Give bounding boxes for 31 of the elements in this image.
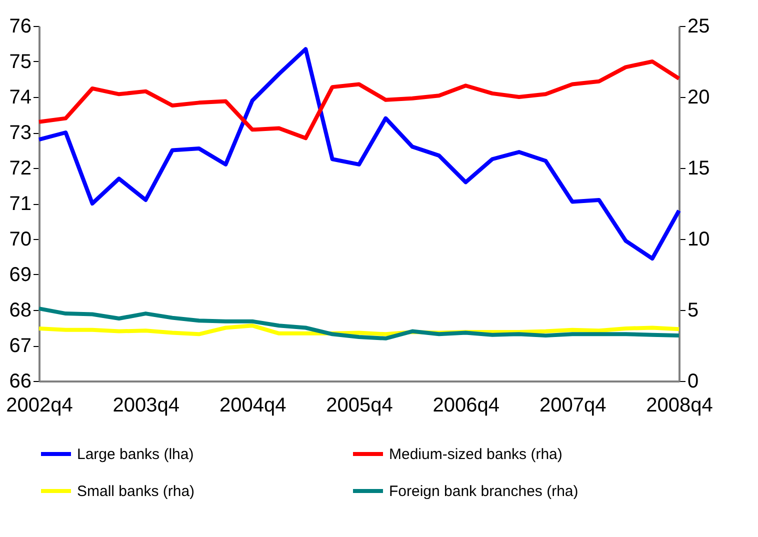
y-tick-label: 71 (9, 193, 32, 215)
y-tick-label: 72 (9, 158, 32, 180)
legend-label: Small banks (rha) (77, 483, 195, 500)
x-tick-label: 2003q4 (112, 394, 180, 416)
y2-tick-label: 25 (688, 16, 710, 38)
y-tick-label: 66 (9, 370, 32, 392)
y2-tick-label: 10 (688, 228, 710, 250)
x-tick-label: 2006q4 (432, 394, 500, 416)
line-series (37, 47, 681, 261)
x-tick-label: 2005q4 (326, 394, 393, 416)
line-series (37, 60, 681, 140)
x-tick-label: 2008q4 (646, 394, 713, 416)
y2-tick-label: 15 (688, 158, 710, 180)
y-tick-label: 76 (9, 16, 32, 38)
x-tick-label: 2004q4 (219, 394, 286, 416)
y-tick-label: 68 (9, 300, 32, 322)
y-tick-label: 69 (9, 264, 32, 286)
x-tick-label: 2007q4 (539, 394, 606, 416)
legend-label: Foreign bank branches (rha) (389, 483, 578, 500)
legend-label: Medium-sized banks (rha) (389, 446, 562, 463)
y-tick-label: 67 (9, 335, 32, 357)
legend-label: Large banks (lha) (77, 446, 194, 463)
y2-tick-label: 0 (688, 370, 699, 392)
y2-tick-label: 20 (688, 86, 710, 108)
x-tick-label: 2002q4 (6, 394, 73, 416)
y-tick-label: 74 (9, 86, 32, 108)
line-series (37, 306, 681, 340)
y2-tick-label: 5 (688, 300, 699, 322)
y-tick-label: 73 (9, 122, 32, 144)
y-tick-label: 75 (9, 51, 32, 73)
y-tick-label: 70 (9, 228, 32, 250)
